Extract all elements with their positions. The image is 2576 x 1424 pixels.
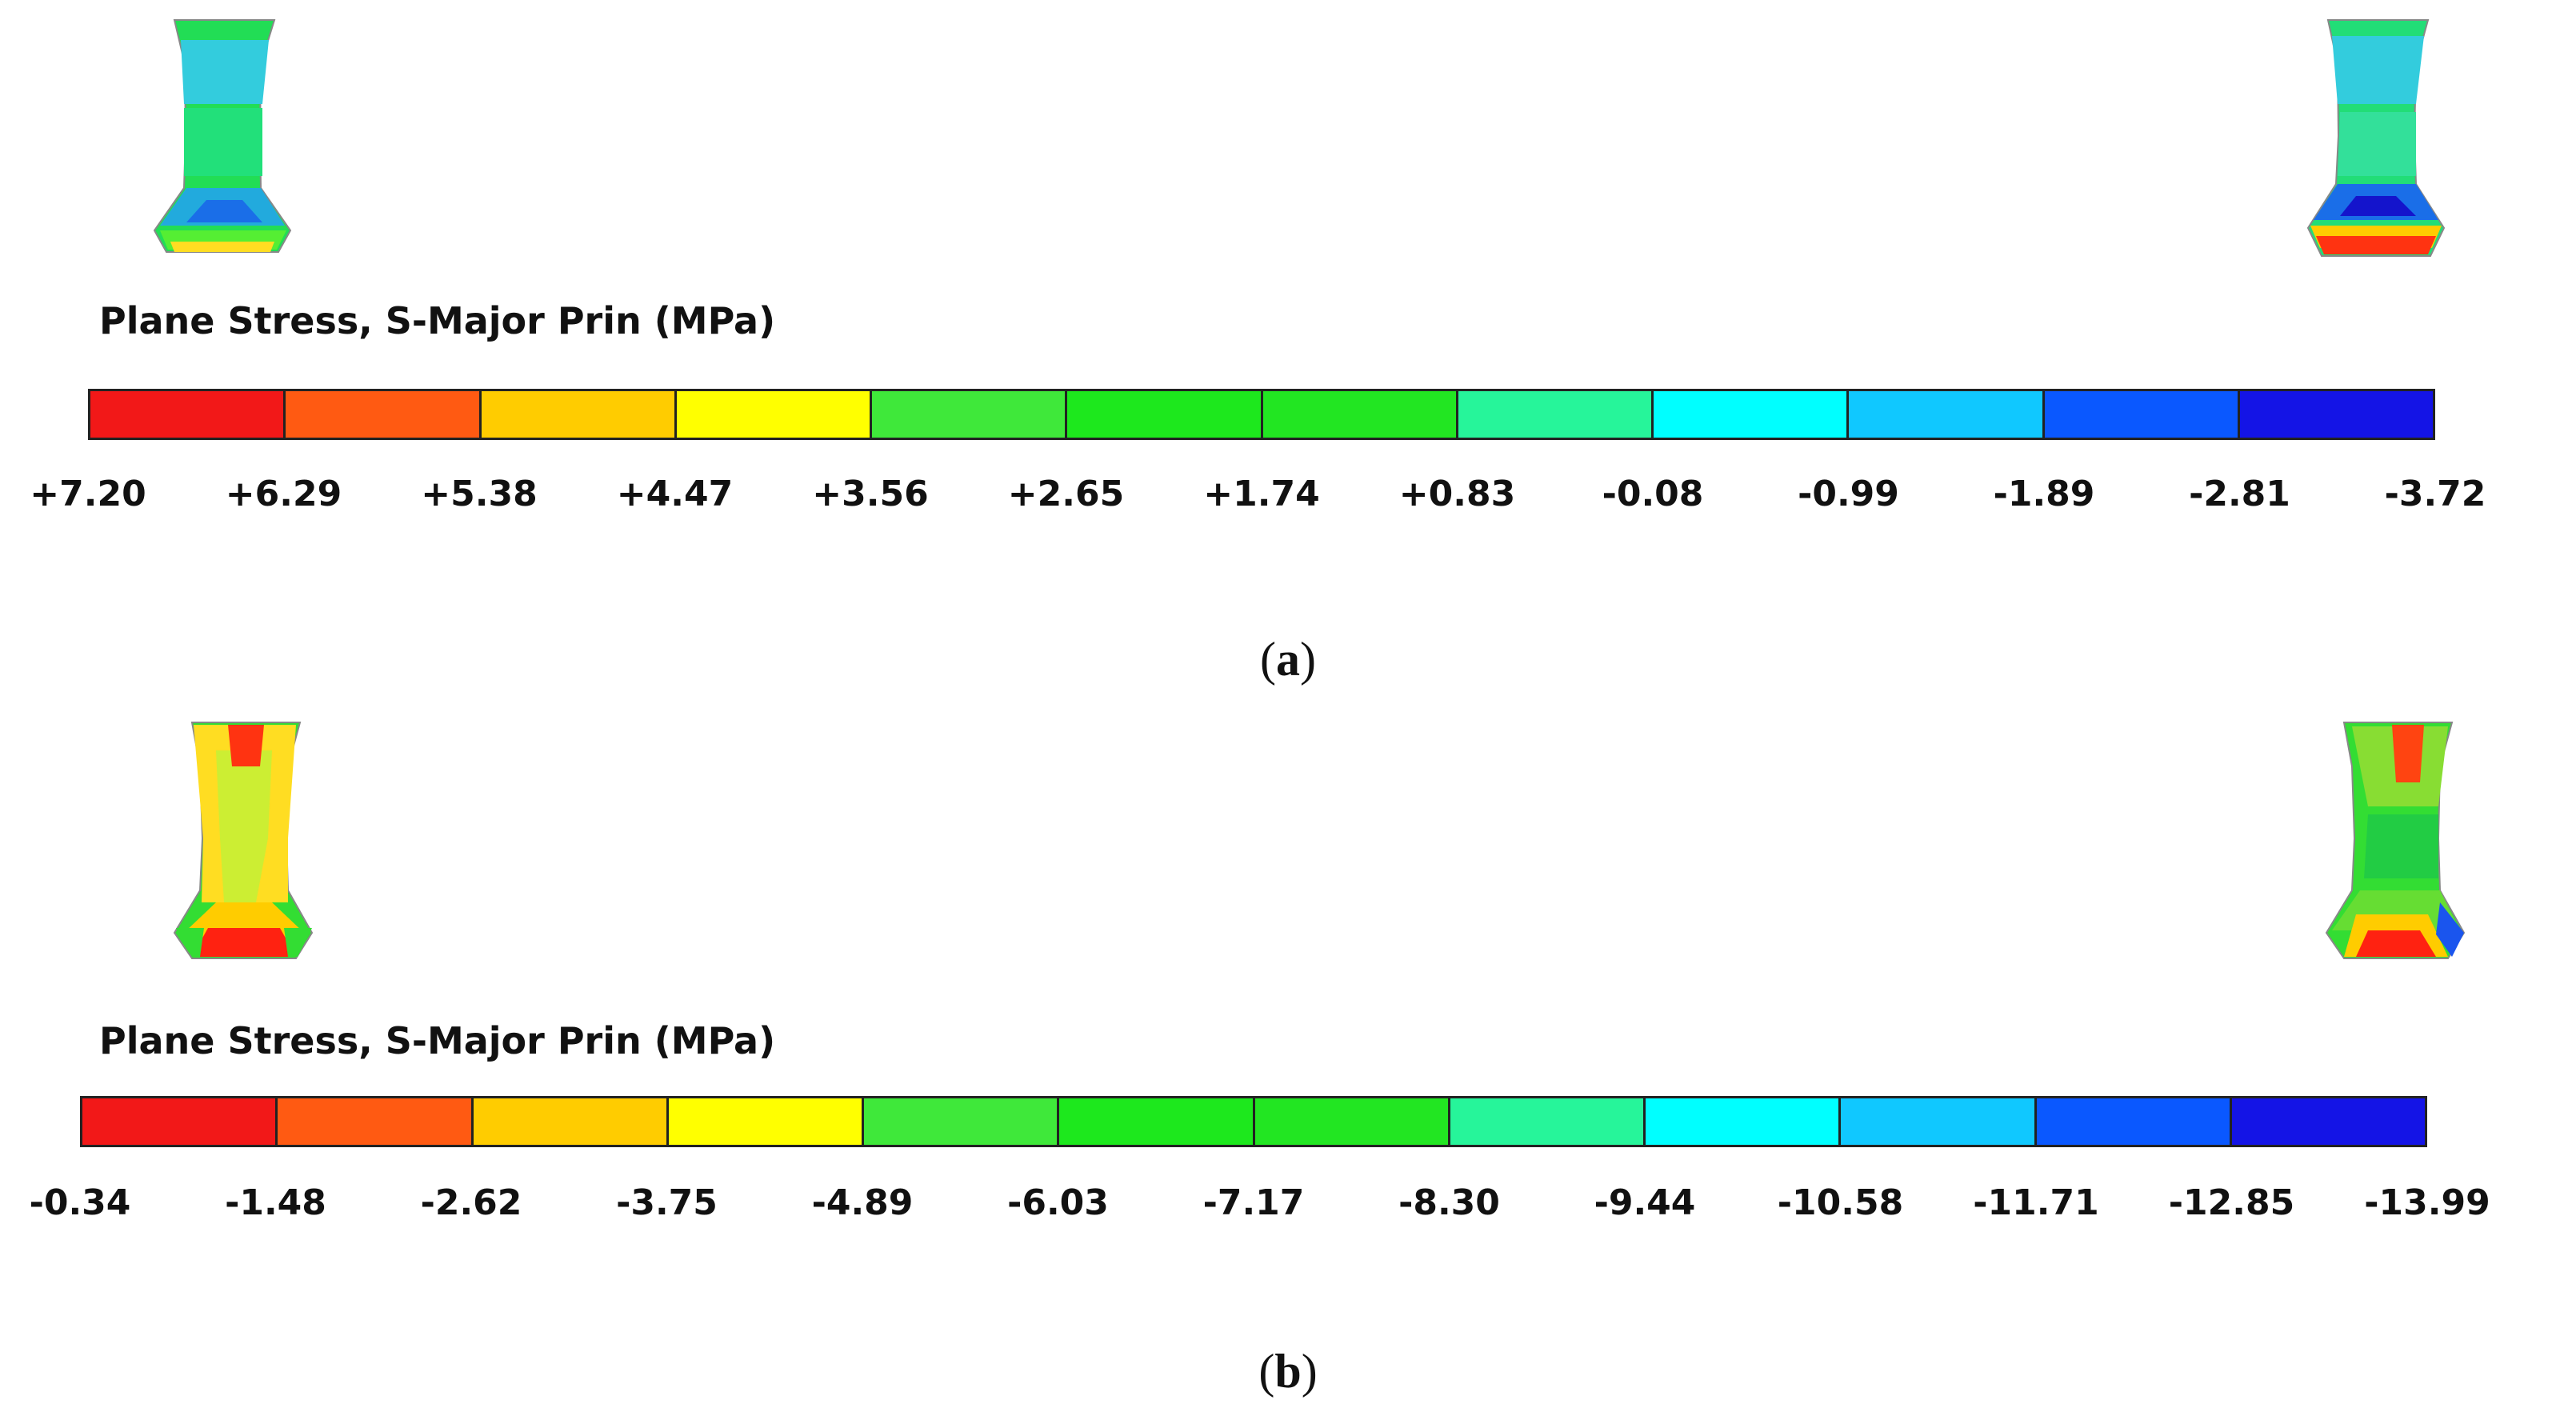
color-band-b-7 bbox=[1450, 1098, 1646, 1145]
scale-tick-label: -3.75 bbox=[616, 1182, 718, 1223]
color-band-a-4 bbox=[872, 391, 1068, 438]
color-band-a-8 bbox=[1654, 391, 1850, 438]
legend-title-b: Plane Stress, S-Major Prin (MPa) bbox=[99, 1019, 776, 1062]
color-band-a-6 bbox=[1262, 391, 1458, 438]
color-band-b-3 bbox=[668, 1098, 864, 1145]
caption-b-open: ( bbox=[1258, 1345, 1275, 1398]
scale-tick-label: +5.38 bbox=[421, 474, 538, 514]
scale-tick-label: -10.58 bbox=[1777, 1182, 1904, 1223]
scale-tick-label: +6.29 bbox=[225, 474, 342, 514]
scale-tick-label: -1.89 bbox=[1993, 474, 2095, 514]
caption-a-letter: a bbox=[1276, 633, 1300, 686]
specimen-right-b bbox=[2325, 722, 2466, 959]
color-band-b-5 bbox=[1059, 1098, 1255, 1145]
scale-tick-label: -1.48 bbox=[225, 1182, 326, 1223]
legend-title-a: Plane Stress, S-Major Prin (MPa) bbox=[99, 299, 776, 342]
scale-tick-label: -12.85 bbox=[2168, 1182, 2295, 1223]
color-band-a-3 bbox=[676, 391, 872, 438]
caption-b-close: ) bbox=[1301, 1345, 1318, 1398]
scale-tick-label: -6.03 bbox=[1007, 1182, 1109, 1223]
color-band-b-10 bbox=[2036, 1098, 2232, 1145]
scale-tick-label: -3.72 bbox=[2384, 474, 2486, 514]
scale-tick-label: -0.99 bbox=[1798, 474, 1899, 514]
scale-tick-label: -0.34 bbox=[29, 1182, 131, 1223]
scale-tick-label: -9.44 bbox=[1594, 1182, 1696, 1223]
scale-tick-label: -11.71 bbox=[1973, 1182, 2099, 1223]
scale-tick-label: +7.20 bbox=[30, 474, 146, 514]
specimen-right-a bbox=[2306, 19, 2446, 257]
color-band-b-0 bbox=[82, 1098, 278, 1145]
scale-tick-label: -2.62 bbox=[420, 1182, 522, 1223]
scale-tick-label: -7.17 bbox=[1202, 1182, 1305, 1223]
color-band-b-4 bbox=[864, 1098, 1060, 1145]
color-scale-bar-b bbox=[80, 1096, 2427, 1147]
scale-tick-label: -4.89 bbox=[811, 1182, 914, 1223]
color-band-a-10 bbox=[2044, 391, 2240, 438]
scale-tick-label: -13.99 bbox=[2364, 1182, 2490, 1223]
color-band-b-8 bbox=[1646, 1098, 1842, 1145]
color-band-a-5 bbox=[1067, 391, 1263, 438]
scale-tick-label: +3.56 bbox=[812, 474, 929, 514]
color-band-b-6 bbox=[1254, 1098, 1450, 1145]
color-band-a-0 bbox=[90, 391, 286, 438]
specimen-left-b bbox=[173, 722, 314, 959]
color-band-a-7 bbox=[1458, 391, 1654, 438]
caption-a-open: ( bbox=[1260, 633, 1276, 686]
color-band-b-2 bbox=[473, 1098, 669, 1145]
scale-tick-label: +2.65 bbox=[1007, 474, 1125, 514]
color-band-b-11 bbox=[2231, 1098, 2425, 1145]
color-band-a-11 bbox=[2239, 391, 2433, 438]
scale-tick-label: +1.74 bbox=[1203, 474, 1320, 514]
color-band-a-1 bbox=[286, 391, 482, 438]
caption-a: (a) bbox=[0, 632, 2576, 687]
color-band-a-9 bbox=[1849, 391, 2045, 438]
scale-ticks-b: -0.34 -1.48 -2.62 -3.75 -4.89 -6.03 -7.17 -8.30… bbox=[30, 1182, 2490, 1223]
scale-tick-label: -0.08 bbox=[1602, 474, 1704, 514]
panel-b: Plane Stress, S-Major Prin (MPa) -0.34 -1… bbox=[0, 712, 2576, 1424]
scale-tick-label: -2.81 bbox=[2189, 474, 2290, 514]
caption-b: (b) bbox=[0, 1344, 2576, 1399]
color-band-a-2 bbox=[481, 391, 677, 438]
color-band-b-1 bbox=[278, 1098, 474, 1145]
specimen-left-a bbox=[153, 19, 292, 253]
color-scale-bar-a bbox=[88, 389, 2435, 440]
scale-tick-label: +4.47 bbox=[616, 474, 734, 514]
scale-tick-label: -8.30 bbox=[1398, 1182, 1500, 1223]
scale-tick-label: +0.83 bbox=[1398, 474, 1516, 514]
caption-b-letter: b bbox=[1274, 1345, 1302, 1398]
color-band-b-9 bbox=[1841, 1098, 2037, 1145]
scale-ticks-a: +7.20 +6.29 +5.38 +4.47 +3.56 +2.65 +1.74 +0.83… bbox=[30, 474, 2486, 514]
panel-a: Plane Stress, S-Major Prin (MPa) +7.20 +6… bbox=[0, 19, 2576, 687]
caption-a-close: ) bbox=[1300, 633, 1316, 686]
